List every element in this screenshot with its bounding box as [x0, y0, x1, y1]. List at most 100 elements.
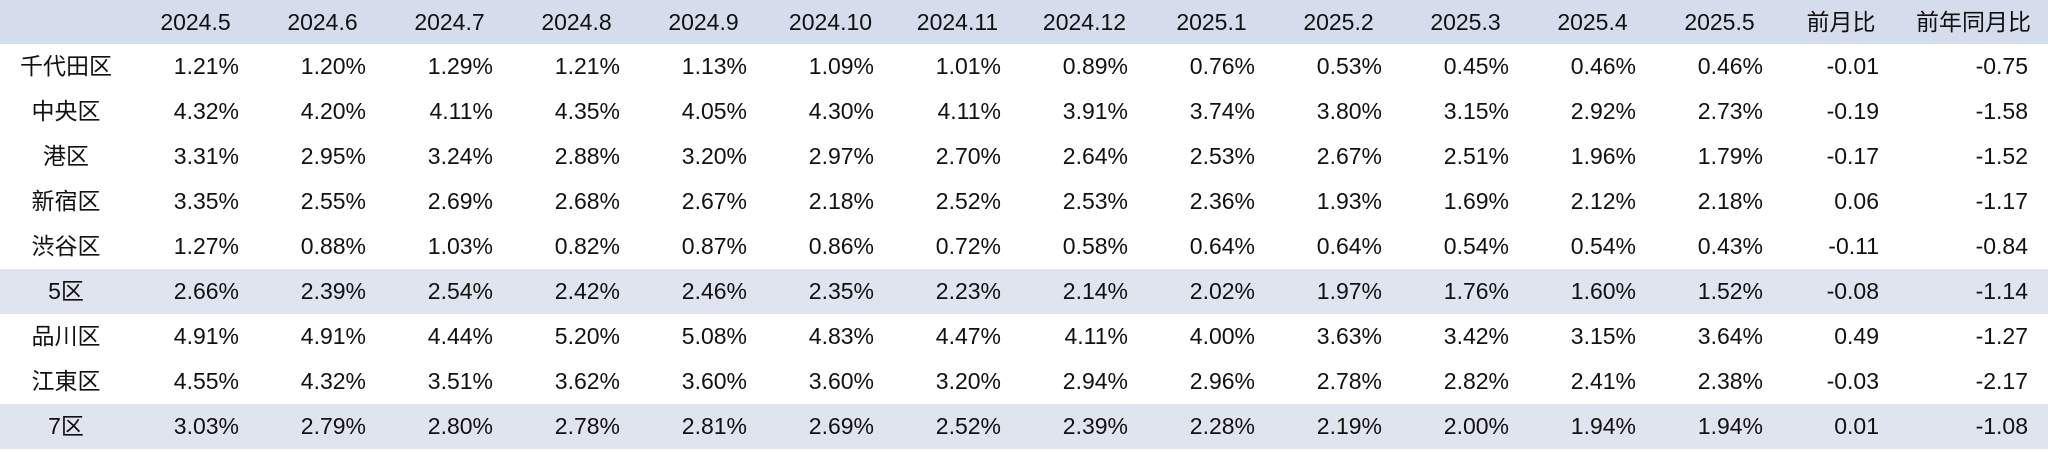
table-cell: 0.46% — [1697, 53, 1763, 79]
table-cell: 0.54% — [1443, 233, 1509, 259]
table-cell: 2.97% — [808, 143, 874, 169]
table-row: 江東区 4.55% 4.32% 3.51% 3.62% 3.60% 3.60% 3.20% 2.… — [0, 359, 2048, 404]
table-cell: -1.14 — [1899, 269, 2048, 314]
column-header: 2024.5 — [132, 0, 259, 44]
table-cell: 2.78% — [1316, 368, 1382, 394]
header-corner-cell — [0, 0, 132, 44]
table-cell: 0.49 — [1834, 323, 1879, 349]
table-cell: -1.08 — [1899, 404, 2048, 449]
column-header: 2024.6 — [259, 0, 386, 44]
table-cell: 4.83% — [808, 323, 874, 349]
table-cell: 2.79% — [259, 404, 386, 449]
table-cell: -0.84 — [1975, 233, 2028, 259]
table-cell: 3.20% — [681, 143, 747, 169]
table-cell: 2.67% — [681, 188, 747, 214]
table-cell: 3.03% — [132, 404, 259, 449]
table-cell: 2.95% — [300, 143, 366, 169]
header-row: 2024.5 2024.6 2024.7 2024.8 2024.9 2024.10 202… — [0, 0, 2048, 44]
table-cell: 3.51% — [427, 368, 493, 394]
table-cell: 2.94% — [1062, 368, 1128, 394]
table-cell: 1.94% — [1656, 404, 1783, 449]
table-row: 7区 3.03% 2.79% 2.80% 2.78% 2.81% 2.69% 2.52% 2.3… — [0, 404, 2048, 449]
table-cell: 0.82% — [554, 233, 620, 259]
table-row: 中央区 4.32% 4.20% 4.11% 4.35% 4.05% 4.30% 4.11% 3.… — [0, 89, 2048, 134]
table-cell: 0.64% — [1189, 233, 1255, 259]
column-header: 2024.11 — [894, 0, 1021, 44]
table-cell: 4.05% — [681, 98, 747, 124]
row-label: 5区 — [0, 269, 132, 314]
row-label: 江東区 — [31, 368, 101, 394]
table-cell: 3.15% — [1443, 98, 1509, 124]
table-cell: 3.63% — [1316, 323, 1382, 349]
table-cell: -2.17 — [1975, 368, 2028, 394]
table-cell: 4.91% — [300, 323, 366, 349]
table-cell: -1.58 — [1975, 98, 2028, 124]
table-cell: 0.53% — [1316, 53, 1382, 79]
table-cell: 2.88% — [554, 143, 620, 169]
row-label: 港区 — [43, 143, 89, 169]
table-cell: 4.11% — [1064, 323, 1128, 349]
table-cell: 2.53% — [1189, 143, 1255, 169]
table-cell: 3.91% — [1062, 98, 1128, 124]
table-cell: 4.44% — [427, 323, 493, 349]
table-cell: 3.64% — [1697, 323, 1763, 349]
table-cell: 0.58% — [1062, 233, 1128, 259]
table-cell: 2.81% — [640, 404, 767, 449]
table-cell: 1.97% — [1275, 269, 1402, 314]
column-header: 2024.10 — [767, 0, 894, 44]
table-cell: 2.41% — [1570, 368, 1636, 394]
table-cell: 1.21% — [554, 53, 620, 79]
table-cell: 0.43% — [1697, 233, 1763, 259]
table-cell: 2.69% — [427, 188, 493, 214]
table-cell: 0.86% — [808, 233, 874, 259]
table-cell: 2.52% — [935, 188, 1001, 214]
table-cell: 0.64% — [1316, 233, 1382, 259]
table-cell: -0.11 — [1828, 233, 1879, 259]
table-cell: 0.06 — [1834, 188, 1879, 214]
table-cell: 3.20% — [935, 368, 1001, 394]
table-body: 千代田区 1.21% 1.20% 1.29% 1.21% 1.13% 1.09% 1.01% 0… — [0, 44, 2048, 449]
table-cell: 1.60% — [1529, 269, 1656, 314]
table-row: 港区 3.31% 2.95% 3.24% 2.88% 3.20% 2.97% 2.70% 2.6… — [0, 134, 2048, 179]
table-cell: -0.03 — [1826, 368, 1879, 394]
table-cell: 2.70% — [935, 143, 1001, 169]
table-row: 5区 2.66% 2.39% 2.54% 2.42% 2.46% 2.35% 2.23% 2.1… — [0, 269, 2048, 314]
table-cell: 2.39% — [1021, 404, 1148, 449]
table-cell: 2.96% — [1189, 368, 1255, 394]
table-cell: 2.51% — [1443, 143, 1509, 169]
table-cell: 3.42% — [1443, 323, 1509, 349]
column-header: 2025.2 — [1275, 0, 1402, 44]
table-cell: 2.92% — [1570, 98, 1636, 124]
table-cell: 2.39% — [259, 269, 386, 314]
table-row: 千代田区 1.21% 1.20% 1.29% 1.21% 1.13% 1.09% 1.01% 0… — [0, 44, 2048, 89]
table-cell: 3.35% — [173, 188, 239, 214]
table-cell: 2.19% — [1275, 404, 1402, 449]
table-cell: 0.76% — [1189, 53, 1255, 79]
row-label: 中央区 — [31, 98, 101, 124]
table-cell: 2.54% — [386, 269, 513, 314]
table-cell: -1.17 — [1975, 188, 2028, 214]
table-header: 2024.5 2024.6 2024.7 2024.8 2024.9 2024.10 202… — [0, 0, 2048, 44]
table-cell: 5.20% — [554, 323, 620, 349]
table-cell: -0.08 — [1783, 269, 1899, 314]
table-cell: 5.08% — [681, 323, 747, 349]
table-cell: -0.75 — [1975, 53, 2028, 79]
table-cell: 2.14% — [1021, 269, 1148, 314]
table-cell: 0.88% — [300, 233, 366, 259]
table-cell: 2.00% — [1402, 404, 1529, 449]
table-cell: 1.13% — [681, 53, 747, 79]
table-cell: 4.32% — [173, 98, 239, 124]
table-cell: -0.01 — [1826, 53, 1879, 79]
table-cell: 2.53% — [1062, 188, 1128, 214]
table-cell: 2.78% — [513, 404, 640, 449]
table-cell: 2.18% — [808, 188, 874, 214]
table-cell: 1.29% — [427, 53, 493, 79]
table-cell: 1.21% — [173, 53, 239, 79]
table-cell: 4.55% — [173, 368, 239, 394]
table-cell: 1.01% — [935, 53, 1001, 79]
table-cell: 4.32% — [300, 368, 366, 394]
table-row: 渋谷区 1.27% 0.88% 1.03% 0.82% 0.87% 0.86% 0.72% 0.… — [0, 224, 2048, 269]
table-cell: 2.18% — [1697, 188, 1763, 214]
table-cell: 1.76% — [1402, 269, 1529, 314]
